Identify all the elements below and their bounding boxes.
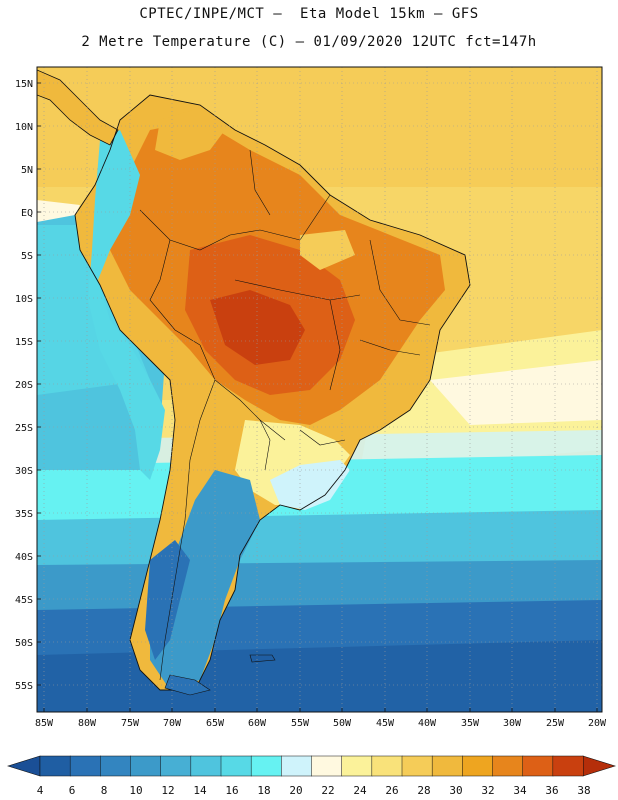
lon-label: 80W [78,718,97,729]
uruguay-cool-region [270,460,350,510]
caribbean-coast-region [155,108,225,160]
lat-label: 25S [15,423,33,434]
lon-label: 25W [546,718,565,729]
legend-label: 16 [225,784,238,797]
country-borders [139,149,431,681]
legend-swatch [220,755,252,777]
legend-swatch [281,755,313,777]
map-frame [36,66,603,713]
central-america-coastline [37,69,119,146]
patagonia-cool-region [150,470,260,690]
lon-label: 20W [588,718,607,729]
legend-swatches [39,755,584,777]
lat-label: EQ [21,208,33,219]
andes-cordillera [88,130,165,480]
legend-swatch [190,755,222,777]
map-field [37,67,602,712]
legend-label: 34 [513,784,527,797]
legend-label: 26 [385,784,398,797]
lat-label: 10N [15,122,33,133]
lon-label: 85W [35,718,54,729]
legend-labels: 4 6 8 10 12 14 16 18 20 22 24 26 28 30 3… [37,784,591,797]
lon-label: 45W [376,718,395,729]
ocean-band-warm-pool [430,360,602,425]
legend-label: 36 [545,784,558,797]
legend-swatch [341,755,373,777]
legend-label: 18 [257,784,270,797]
legend-label: 32 [481,784,494,797]
legend-swatch [552,755,584,777]
legend-swatch [250,755,282,777]
lat-label: 15N [15,79,33,90]
legend-left-arrow [6,755,41,777]
legend-swatch [371,755,403,777]
continent-coastline [74,94,471,691]
lon-label: 70W [163,718,182,729]
lat-label: 30S [15,466,33,477]
lat-label: 10S [15,294,33,305]
legend-swatch [160,755,192,777]
legend-label: 30 [449,784,462,797]
legend-label: 20 [289,784,302,797]
legend-label: 4 [37,784,44,797]
amazon-cooler-patch [300,230,355,270]
legend-swatch [130,755,162,777]
lon-label: 60W [248,718,267,729]
legend-label: 24 [353,784,367,797]
legend-swatch [492,755,524,777]
legend-right-arrow [582,755,617,777]
map-title-line-1: CPTEC/INPE/MCT – Eta Model 15km – GFS [139,6,479,22]
mato-grosso-hot-spot [210,290,305,365]
lat-label: 50S [15,638,33,649]
lon-label: 30W [503,718,522,729]
legend-swatch [311,755,343,777]
lat-label: 35S [15,509,33,520]
falkland-islands [249,654,276,663]
lon-label: 75W [121,718,140,729]
legend-swatch [522,755,554,777]
tierra-del-fuego [164,674,211,696]
legend-swatch [100,755,132,777]
legend-label: 22 [321,784,334,797]
legend-swatch [69,755,101,777]
lat-label: 15S [15,337,33,348]
pacific-equatorial [37,200,80,222]
legend-label: 8 [101,784,108,797]
axis-ticks [37,82,598,712]
legend-label: 12 [161,784,174,797]
lon-label: 40W [418,718,437,729]
map-title-line-2: 2 Metre Temperature (C) – 01/09/2020 12U… [81,34,537,50]
longitude-labels: 85W 80W 75W 70W 65W 60W 55W 50W 45W 40W … [35,718,607,729]
legend-label: 6 [69,784,76,797]
southern-andes-cold [145,540,190,660]
lat-label: 5S [21,251,33,262]
lat-label: 5N [21,165,33,176]
legend-label: 38 [577,784,590,797]
lon-label: 65W [206,718,225,729]
lat-label: 45S [15,595,33,606]
legend-swatch [39,755,71,777]
lat-label: 40S [15,552,33,563]
latitude-labels: 15N 10N 5N EQ 5S 10S 15S 20S 25S 30S 35S… [15,79,33,692]
legend-label: 10 [129,784,142,797]
color-legend: 4 6 8 10 12 14 16 18 20 22 24 26 28 30 3… [6,755,617,797]
legend-label: 14 [193,784,207,797]
legend-label: 28 [417,784,430,797]
lon-label: 55W [291,718,310,729]
legend-swatch [431,755,463,777]
legend-swatch [462,755,494,777]
lat-label: 20S [15,380,33,391]
lon-label: 35W [461,718,480,729]
lat-label: 55S [15,681,33,692]
legend-swatch [401,755,433,777]
lon-label: 50W [333,718,352,729]
